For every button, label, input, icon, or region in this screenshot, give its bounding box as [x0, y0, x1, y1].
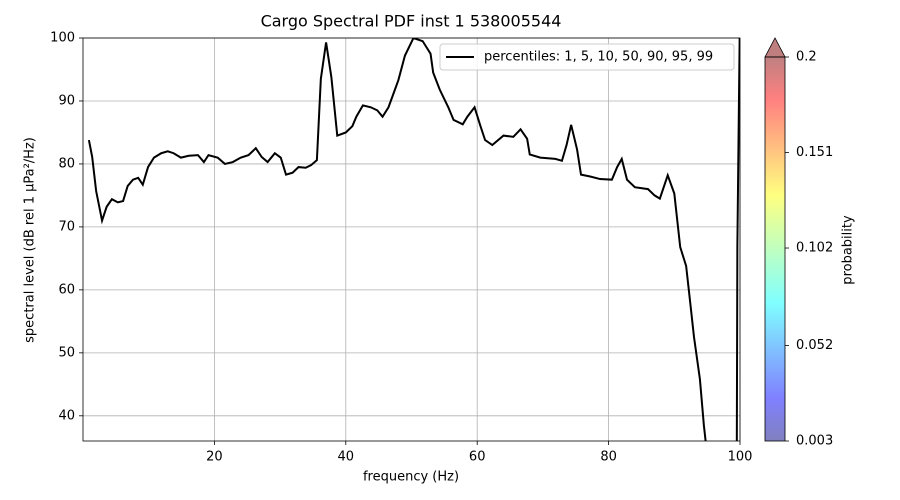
x-tick-label: 100	[728, 450, 753, 465]
colorbar	[764, 56, 786, 442]
y-tick-label: 50	[58, 345, 75, 360]
y-tick-label: 40	[58, 408, 75, 423]
y-tick-label: 100	[50, 31, 75, 46]
legend-label: percentiles: 1, 5, 10, 50, 90, 95, 99	[484, 50, 713, 65]
x-tick-label: 60	[469, 450, 486, 465]
colorbar-label: probability	[841, 215, 856, 285]
x-tick-label: 20	[206, 450, 223, 465]
y-tick-label: 80	[58, 156, 75, 171]
colorbar-tick-label: 0.102	[796, 241, 833, 256]
y-tick-label: 70	[58, 219, 75, 234]
x-tick-label: 80	[600, 450, 617, 465]
legend-box	[439, 43, 735, 71]
x-tick-label: 40	[338, 450, 355, 465]
legend: percentiles: 1, 5, 10, 50, 90, 95, 99	[439, 43, 735, 71]
y-tick-label: 60	[58, 282, 75, 297]
colorbar-tick-label: 0.052	[796, 338, 833, 353]
data-line	[87, 38, 740, 441]
colorbar-tick-label: 0.151	[796, 145, 833, 160]
y-axis-label: spectral level (dB rel 1 µPa²/Hz)	[23, 137, 38, 343]
plot-frame	[82, 37, 741, 442]
y-tick-label: 90	[58, 93, 75, 108]
colorbar-extend	[764, 37, 786, 58]
chart-title: Cargo Spectral PDF inst 1 538005544	[261, 12, 562, 31]
colorbar-tick-label: 0.2	[796, 50, 817, 65]
x-axis-label: frequency (Hz)	[363, 470, 459, 485]
colorbar-tick-label: 0.003	[796, 434, 833, 449]
